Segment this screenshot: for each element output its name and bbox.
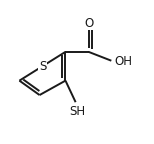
Text: S: S xyxy=(39,60,46,73)
Text: O: O xyxy=(84,17,93,30)
Text: SH: SH xyxy=(69,105,85,118)
Text: OH: OH xyxy=(114,55,132,68)
